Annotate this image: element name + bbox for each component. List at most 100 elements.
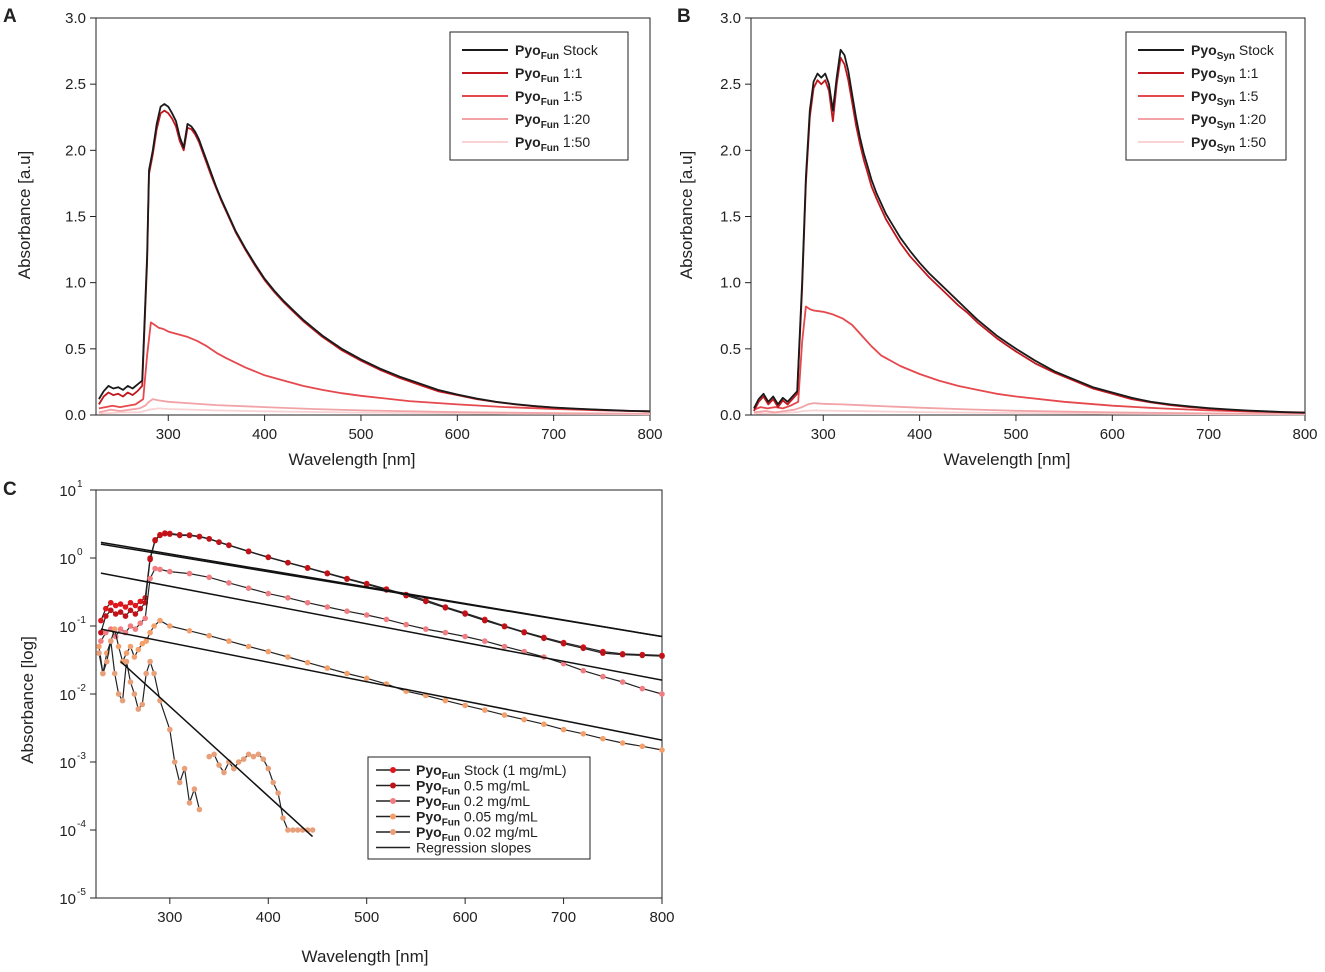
data-point-c-3 [117,626,124,632]
data-point-c-3 [501,643,508,650]
data-point-c-5 [135,706,142,712]
data-point-c-6 [250,753,257,760]
data-point-c-4 [157,617,163,624]
data-point-c-6 [270,779,277,786]
legend-prefix: Pyo [1191,111,1217,127]
data-point-c-2 [137,605,144,612]
legend-text: 1:20 [563,111,590,127]
data-point-c-4 [143,638,149,644]
legend-subscript: Fun [442,802,460,813]
data-point-c-3 [245,585,252,591]
data-point-c-4 [115,643,122,650]
data-point-c-3 [344,608,350,614]
data-point-c-3 [226,580,232,586]
x-tick-label-b: 500 [1003,426,1028,443]
legend-label-a: PyoFun 1:5 [515,88,583,108]
data-point-c-4 [245,643,252,650]
data-point-c-6 [309,827,316,833]
data-point-c-2 [176,532,183,539]
y-tick-label-c: 10 [59,619,76,636]
data-point-c-2 [122,613,129,619]
data-point-c-2 [152,537,158,544]
legend-prefix: Pyo [515,42,541,58]
legend-subscript: Fun [541,143,559,154]
x-tick-label-a: 400 [252,426,277,443]
data-point-c-5 [151,670,157,677]
data-point-c-2 [132,611,139,617]
data-point-c-2 [186,532,193,539]
legend-marker-c [390,829,396,835]
legend-label-b: PyoSyn Stock [1191,42,1275,62]
series-line-a-4 [98,398,651,415]
y-tick-base: 10 [59,891,76,908]
data-point-c-6 [285,827,291,833]
data-point-c-2 [216,539,222,546]
regression-line-c-3 [100,572,663,681]
x-tick-label-a: 700 [541,426,566,443]
legend-prefix: Pyo [416,762,442,778]
data-point-c-3 [363,612,370,618]
legend-label-b: PyoSyn 1:50 [1191,134,1266,154]
data-point-c-4 [96,643,102,650]
legend-subscript: Syn [1217,74,1235,85]
data-point-c-6 [231,765,237,772]
data-point-c-3 [462,633,468,640]
data-point-c-6 [211,751,217,758]
legend-label-c: PyoFun 0.02 mg/mL [416,824,538,844]
data-point-c-2 [639,652,646,659]
data-point-c-4 [482,707,488,713]
legend-subscript: Fun [442,787,460,798]
legend-subscript: Fun [541,97,559,108]
series-line-b-1 [753,48,1306,414]
data-point-c-3 [142,615,148,622]
y-tick-exponent-c: 0 [77,547,83,558]
legend-prefix: Pyo [416,793,442,809]
data-point-c-4 [304,659,311,666]
data-point-c-2 [541,635,547,642]
legend-label-c: PyoFun 0.2 mg/mL [416,793,530,813]
data-point-c-2 [580,645,587,652]
legend-text: 1:1 [1239,65,1259,81]
legend-label-b: PyoSyn 1:20 [1191,111,1266,131]
legend-text: Stock [1239,42,1275,58]
data-point-c-6 [221,769,227,776]
regression-line-c-4 [100,628,663,741]
data-point-c-6 [235,759,242,765]
panel-label-a: A [3,6,17,27]
x-tick-label-c: 500 [354,909,379,926]
data-point-c-2 [462,611,468,617]
data-point-c-4 [226,638,232,644]
y-tick-exponent-c: -2 [77,683,86,694]
data-point-c-3 [639,685,646,692]
data-point-c-6 [216,762,222,768]
data-point-c-5 [104,658,110,665]
data-point-c-2 [162,530,168,537]
data-point-c-2 [117,609,124,615]
data-point-c-2 [157,532,163,539]
y-tick-label-a: 2.5 [65,76,86,93]
data-point-c-3 [186,570,193,577]
y-tick-exponent-c: -5 [77,887,86,898]
legend-box-c [367,756,591,860]
data-point-c-1 [137,598,144,605]
y-tick-base: 10 [59,687,76,704]
legend-marker-c [390,782,396,789]
data-point-c-4 [442,697,449,704]
legend-subscript: Fun [541,51,559,62]
series-line-c-2 [100,533,663,657]
legend-label-c: PyoFun Stock (1 mg/mL) [416,762,567,782]
data-point-c-5 [186,800,193,806]
legend-prefix: Pyo [1191,65,1217,81]
series-line-c-5 [98,640,200,810]
data-point-c-3 [600,673,606,680]
data-point-c-2 [103,613,109,619]
legend-marker-c [390,767,396,773]
data-point-c-1 [112,602,119,609]
data-point-c-5 [171,759,178,765]
data-point-c-4 [285,654,291,660]
legend-label-c: PyoFun 0.05 mg/mL [416,809,538,829]
data-point-c-5 [100,670,106,677]
data-point-c-4 [186,628,193,634]
